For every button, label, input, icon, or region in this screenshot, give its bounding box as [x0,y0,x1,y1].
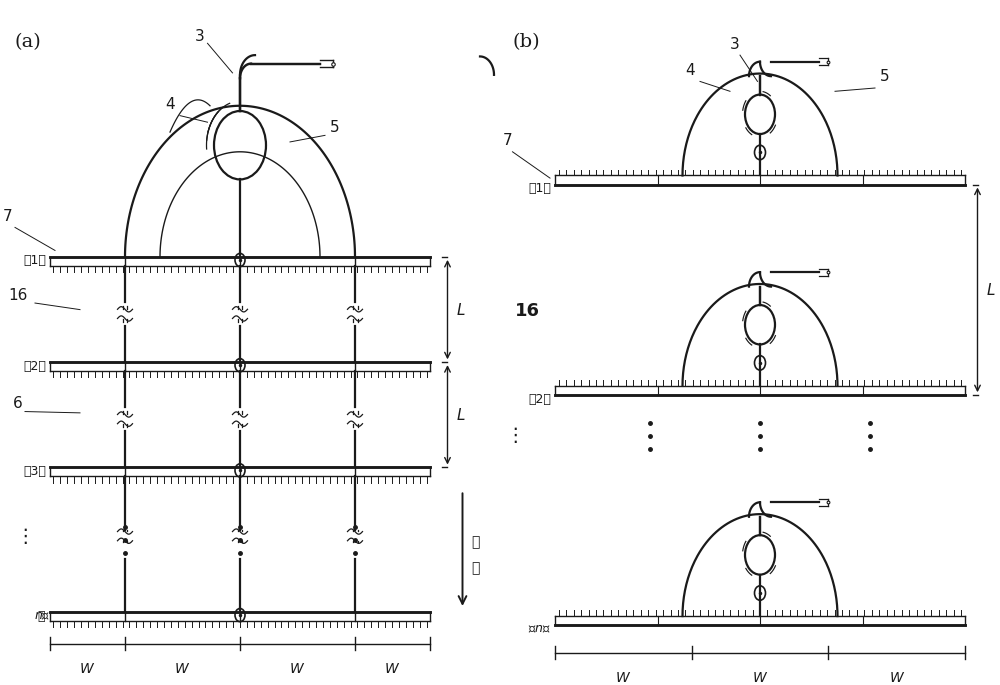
Text: (a): (a) [15,34,42,51]
Text: 第: 第 [38,610,45,623]
Text: 5: 5 [330,120,340,135]
Text: $W$: $W$ [384,662,401,676]
Text: 16: 16 [515,302,540,320]
Text: 第$n$列: 第$n$列 [528,623,551,636]
Text: $L$: $L$ [456,301,466,318]
Text: $L$: $L$ [986,282,996,298]
Text: $W$: $W$ [174,662,191,676]
Text: 7: 7 [3,209,12,224]
Text: 4: 4 [685,63,695,78]
Text: 6: 6 [13,396,22,411]
Text: $W$: $W$ [79,662,96,676]
Text: 3: 3 [730,36,740,51]
Text: 5: 5 [880,69,890,84]
Text: $n$列: $n$列 [34,610,50,623]
Text: 16: 16 [8,288,27,303]
Text: 4: 4 [165,97,175,112]
Text: 第2列: 第2列 [528,393,551,406]
Text: 第1列: 第1列 [528,182,551,195]
Text: 第2列: 第2列 [23,360,46,373]
Text: 7: 7 [503,133,512,148]
Text: 流: 流 [472,536,480,549]
Text: $W$: $W$ [752,671,768,685]
Text: 3: 3 [195,29,205,45]
Text: $L$: $L$ [456,407,466,423]
Text: ⋮: ⋮ [15,527,35,546]
Text: $W$: $W$ [615,671,631,685]
Text: (b): (b) [512,34,540,51]
Text: $W$: $W$ [289,662,306,676]
Text: ⋮: ⋮ [505,426,525,445]
Text: $W$: $W$ [889,671,905,685]
Text: 第3列: 第3列 [23,465,46,478]
Text: 第1列: 第1列 [23,254,46,267]
Text: 向: 向 [472,562,480,575]
